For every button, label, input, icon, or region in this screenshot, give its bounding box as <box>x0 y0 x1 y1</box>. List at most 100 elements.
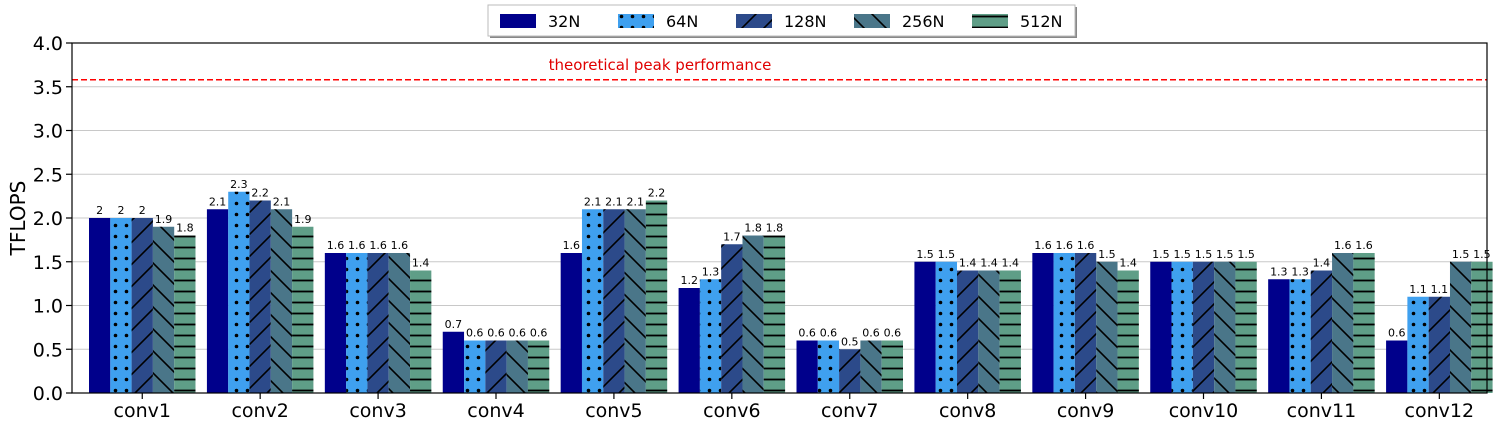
bar-hatch <box>1449 261 1472 393</box>
legend-label-128N: 128N <box>784 12 827 31</box>
bar-32N-conv4 <box>442 331 465 393</box>
x-tick-label: conv9 <box>1057 400 1114 422</box>
data-label: 0.6 <box>487 327 505 340</box>
bar-hatch <box>527 340 550 393</box>
x-tick-label: conv10 <box>1169 400 1239 422</box>
bar-hatch <box>1214 261 1236 393</box>
data-label: 0.5 <box>841 335 859 348</box>
x-tick-label: conv4 <box>467 400 524 422</box>
data-label: 1.9 <box>155 213 173 226</box>
bar-hatch <box>152 226 175 393</box>
bar-hatch <box>881 340 903 393</box>
x-tick-label: conv1 <box>114 400 171 422</box>
bar-hatch <box>174 235 196 393</box>
bar-hatch <box>721 244 743 393</box>
x-tick-label: conv11 <box>1287 400 1357 422</box>
x-tick-label: conv12 <box>1405 400 1475 422</box>
bar-hatch <box>1235 261 1257 393</box>
data-label: 1.6 <box>563 239 581 252</box>
bar-32N-conv3 <box>324 253 347 393</box>
bar-hatch <box>935 261 958 393</box>
data-label: 1.5 <box>1216 248 1234 261</box>
x-tick-label: conv7 <box>821 400 878 422</box>
bar-hatch <box>464 340 486 393</box>
bar-hatch <box>1096 261 1118 393</box>
data-label: 1.9 <box>294 213 312 226</box>
x-tick-label: conv8 <box>939 400 996 422</box>
legend-label-64N: 64N <box>666 12 698 31</box>
data-label: 1.6 <box>348 239 366 252</box>
data-label: 1.4 <box>959 257 977 270</box>
data-label: 2.1 <box>584 195 602 208</box>
data-label: 1.5 <box>1473 248 1491 261</box>
data-label: 1.8 <box>766 222 784 235</box>
bar-hatch <box>367 253 389 393</box>
y-tick-label: 3.5 <box>33 77 63 99</box>
bar-hatch <box>978 270 1000 393</box>
data-label: 1.6 <box>1077 239 1095 252</box>
bars-group: 2 2 21.91.82.12.32.22.11.91.6 1.6 1.6 1.61.40… <box>89 178 1493 393</box>
data-label: 2.1 <box>273 195 291 208</box>
data-label: 0.6 <box>1388 327 1406 340</box>
bar-hatch <box>388 253 411 393</box>
data-label: 1.5 <box>916 248 934 261</box>
bar-hatch <box>485 340 507 393</box>
x-tick-label: conv6 <box>703 400 760 422</box>
legend-swatch-32N <box>500 14 536 28</box>
x-axis: conv1 conv2 conv3 conv4 conv5 conv6 conv7 conv8… <box>114 393 1475 422</box>
data-label: 1.4 <box>1119 257 1137 270</box>
data-label: 1.6 <box>391 239 409 252</box>
x-tick-label: conv3 <box>349 400 406 422</box>
bar-32N-conv1 <box>89 218 111 393</box>
legend-swatch-hatch <box>618 14 654 28</box>
data-label: 2 <box>139 204 146 217</box>
bar-hatch <box>1289 279 1311 393</box>
data-label: 2.3 <box>230 178 248 191</box>
bar-hatch <box>742 235 764 393</box>
data-label: 1.7 <box>723 230 741 243</box>
data-label: 1.6 <box>1056 239 1074 252</box>
data-label: 2 <box>117 204 124 217</box>
bar-32N-conv7 <box>796 340 818 393</box>
legend-swatch-hatch <box>854 14 890 28</box>
y-axis: 0.0 0.5 1.0 1.5 2.0 2.5 3.0 3.5 4.0 <box>33 33 72 405</box>
data-label: 1.4 <box>412 257 430 270</box>
bar-hatch <box>270 209 293 393</box>
y-tick-label: 4.0 <box>33 33 63 55</box>
data-label: 0.6 <box>820 327 838 340</box>
bar-hatch <box>1407 296 1429 393</box>
data-label: 0.6 <box>466 327 484 340</box>
data-label: 2.1 <box>626 195 644 208</box>
data-label: 1.8 <box>744 222 762 235</box>
data-label: 1.2 <box>680 274 698 287</box>
bar-32N-conv2 <box>206 209 229 393</box>
bar-hatch <box>1332 253 1354 393</box>
bar-hatch <box>1310 270 1333 393</box>
x-tick-label: conv5 <box>585 400 642 422</box>
legend-label-512N: 512N <box>1020 12 1063 31</box>
bar-hatch <box>999 270 1021 393</box>
data-label: 0.6 <box>862 327 880 340</box>
bar-hatch <box>603 209 625 393</box>
bar-hatch <box>110 218 132 393</box>
data-label: 0.6 <box>509 327 527 340</box>
data-label: 0.6 <box>798 327 816 340</box>
data-label: 1.4 <box>1002 257 1020 270</box>
y-axis-label: TFLOPS <box>6 181 30 257</box>
data-label: 2.1 <box>605 195 623 208</box>
bar-hatch <box>1117 270 1139 393</box>
bar-32N-conv6 <box>678 288 700 393</box>
bar-hatch <box>131 218 153 393</box>
bar-32N-conv10 <box>1150 261 1172 393</box>
bar-hatch <box>410 270 432 393</box>
bar-hatch <box>249 200 271 393</box>
data-label: 1.3 <box>1270 265 1288 278</box>
bar-hatch <box>1471 261 1493 393</box>
y-tick-label: 1.5 <box>33 252 63 274</box>
data-label: 1.3 <box>1291 265 1309 278</box>
bar-hatch <box>1192 261 1215 393</box>
y-tick-label: 2.0 <box>33 208 63 230</box>
bar-hatch <box>1353 253 1375 393</box>
data-label: 1.1 <box>1431 283 1449 296</box>
